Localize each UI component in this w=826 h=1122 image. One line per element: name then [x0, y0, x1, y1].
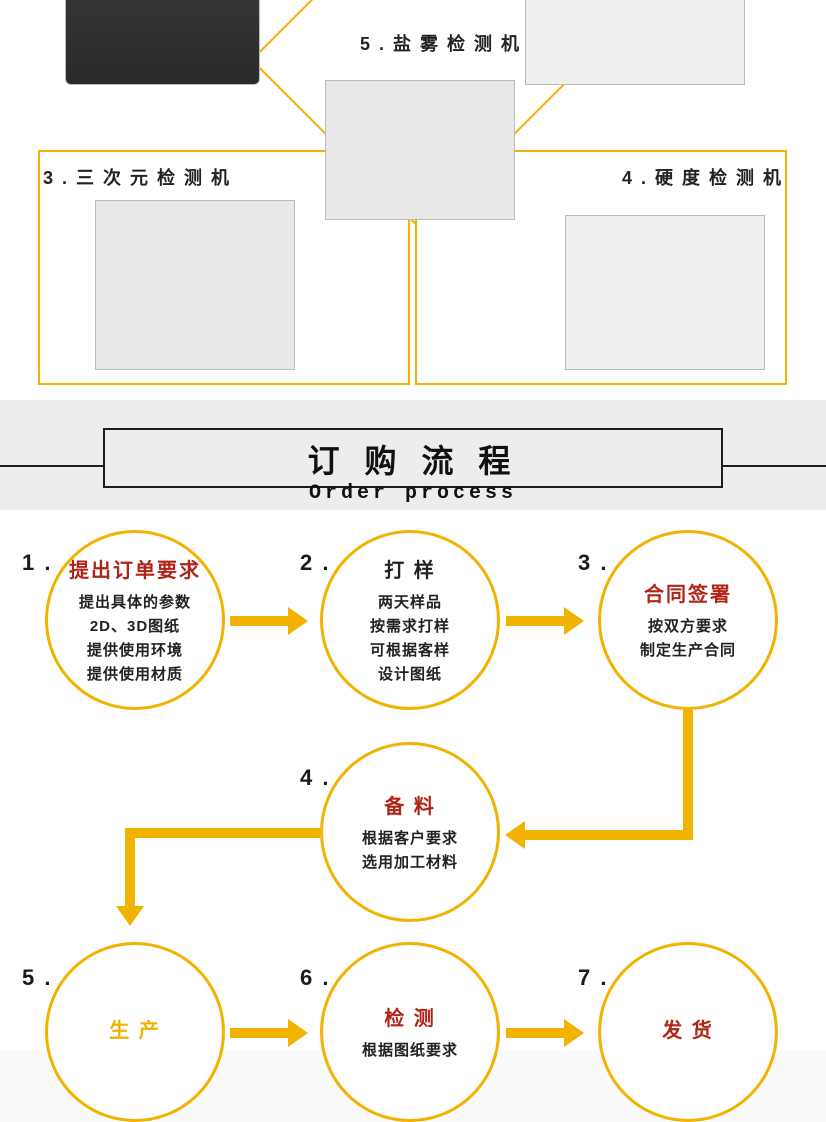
step-line: 提出具体的参数 — [79, 591, 191, 615]
step-number: 6 . — [300, 965, 330, 991]
arrow-shaft — [506, 1028, 566, 1038]
arrow-shaft — [683, 710, 693, 830]
heading-rule-left — [0, 465, 105, 467]
heading-rule-right — [721, 465, 826, 467]
step-line: 提供使用材质 — [87, 663, 183, 687]
step-circle-3: 合同签署 按双方要求 制定生产合同 — [598, 530, 778, 710]
step-number: 5 . — [22, 965, 52, 991]
step-number: 2 . — [300, 550, 330, 576]
heading-en: Order process — [105, 482, 721, 505]
arrow-shaft — [230, 616, 290, 626]
step-line: 两天样品 — [378, 591, 442, 615]
heading-box: 订 购 流 程 Order process — [103, 428, 723, 488]
machine-placeholder — [525, 0, 745, 85]
heading-cn: 订 购 流 程 — [105, 436, 721, 482]
step-line: 设计图纸 — [378, 663, 442, 687]
machine-placeholder — [565, 215, 765, 370]
arrow-head-left-icon — [505, 821, 525, 849]
step-title: 打 样 — [384, 554, 436, 583]
machine-placeholder — [325, 80, 515, 220]
arrow-shaft — [230, 1028, 290, 1038]
order-process-flow: 1 . 提出订单要求 提出具体的参数 2D、3D图纸 提供使用环境 提供使用材质… — [0, 510, 826, 1050]
heading-section: 订 购 流 程 Order process — [0, 400, 826, 510]
step-title: 检 测 — [384, 1002, 436, 1031]
step-title: 提出订单要求 — [69, 554, 201, 583]
step-line: 按需求打样 — [370, 615, 450, 639]
step-line: 按双方要求 — [648, 615, 728, 639]
step-title: 生 产 — [109, 1014, 161, 1043]
equipment-label-3: 3 . 三 次 元 检 测 机 — [43, 164, 231, 190]
step-title: 发 货 — [662, 1014, 714, 1043]
arrow-shaft — [506, 616, 566, 626]
step-circle-2: 打 样 两天样品 按需求打样 可根据客样 设计图纸 — [320, 530, 500, 710]
step-circle-4: 备 料 根据客户要求 选用加工材料 — [320, 742, 500, 922]
step-circle-1: 提出订单要求 提出具体的参数 2D、3D图纸 提供使用环境 提供使用材质 — [45, 530, 225, 710]
equipment-label-5: 5 . 盐 雾 检 测 机 — [360, 30, 521, 56]
arrow-shaft — [525, 830, 693, 840]
step-number: 3 . — [578, 550, 608, 576]
step-line: 制定生产合同 — [640, 639, 736, 663]
equipment-section: 5 . 盐 雾 检 测 机 3 . 三 次 元 检 测 机 4 . 硬 度 检 … — [0, 0, 826, 400]
step-line: 选用加工材料 — [362, 851, 458, 875]
step-line: 根据图纸要求 — [362, 1039, 458, 1063]
arrow-head-right-icon — [564, 1019, 584, 1047]
machine-placeholder — [95, 200, 295, 370]
step-circle-5: 生 产 — [45, 942, 225, 1122]
equipment-label-4: 4 . 硬 度 检 测 机 — [622, 164, 783, 190]
arrow-head-right-icon — [288, 607, 308, 635]
machine-placeholder — [65, 0, 260, 85]
step-number: 7 . — [578, 965, 608, 991]
step-line: 根据客户要求 — [362, 827, 458, 851]
step-title: 合同签署 — [644, 578, 732, 607]
step-line: 提供使用环境 — [87, 639, 183, 663]
step-circle-7: 发 货 — [598, 942, 778, 1122]
step-number: 1 . — [22, 550, 52, 576]
step-title: 备 料 — [384, 790, 436, 819]
arrow-head-down-icon — [116, 906, 144, 926]
arrow-shaft — [125, 828, 135, 908]
step-line: 2D、3D图纸 — [90, 615, 180, 639]
step-line: 可根据客样 — [370, 639, 450, 663]
step-circle-6: 检 测 根据图纸要求 — [320, 942, 500, 1122]
step-number: 4 . — [300, 765, 330, 791]
arrow-shaft — [130, 828, 320, 838]
arrow-head-right-icon — [564, 607, 584, 635]
arrow-head-right-icon — [288, 1019, 308, 1047]
